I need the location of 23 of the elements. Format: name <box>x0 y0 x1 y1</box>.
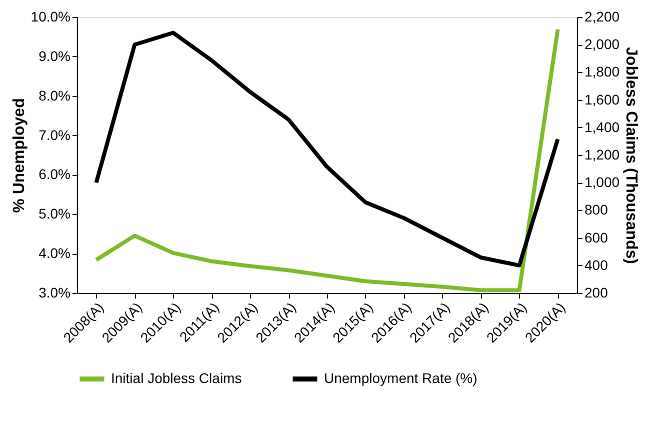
y2-tick-label: 2,200 <box>584 8 620 24</box>
y-tick-label: 6.0% <box>38 166 70 182</box>
legend-label: Initial Jobless Claims <box>111 370 242 386</box>
y2-axis-title: Jobless Claims (Thousands) <box>622 47 640 264</box>
y-tick-label: 8.0% <box>38 87 70 104</box>
y-tick-label: 3.0% <box>38 284 70 300</box>
y2-tick-label: 1,000 <box>584 174 620 190</box>
y2-tick-label: 1,200 <box>584 146 620 162</box>
y2-tick-label: 400 <box>584 256 608 273</box>
y2-tick-label: 800 <box>584 202 608 218</box>
legend-label: Unemployment Rate (%) <box>324 370 478 386</box>
y-axis-title: % Unemployed <box>10 98 28 213</box>
y-tick-label: 5.0% <box>38 206 70 222</box>
y2-tick-label: 200 <box>584 284 608 300</box>
y2-tick-label: 1,600 <box>584 91 620 108</box>
y2-tick-label: 2,000 <box>584 36 620 52</box>
y-tick-label: 4.0% <box>38 245 70 262</box>
y-tick-label: 9.0% <box>38 48 70 64</box>
y-tick-label: 10.0% <box>30 8 70 24</box>
y2-tick-label: 600 <box>584 229 608 246</box>
y2-tick-label: 1,800 <box>584 64 620 80</box>
y2-tick-label: 1,400 <box>584 118 620 135</box>
y-tick-label: 7.0% <box>38 126 70 143</box>
